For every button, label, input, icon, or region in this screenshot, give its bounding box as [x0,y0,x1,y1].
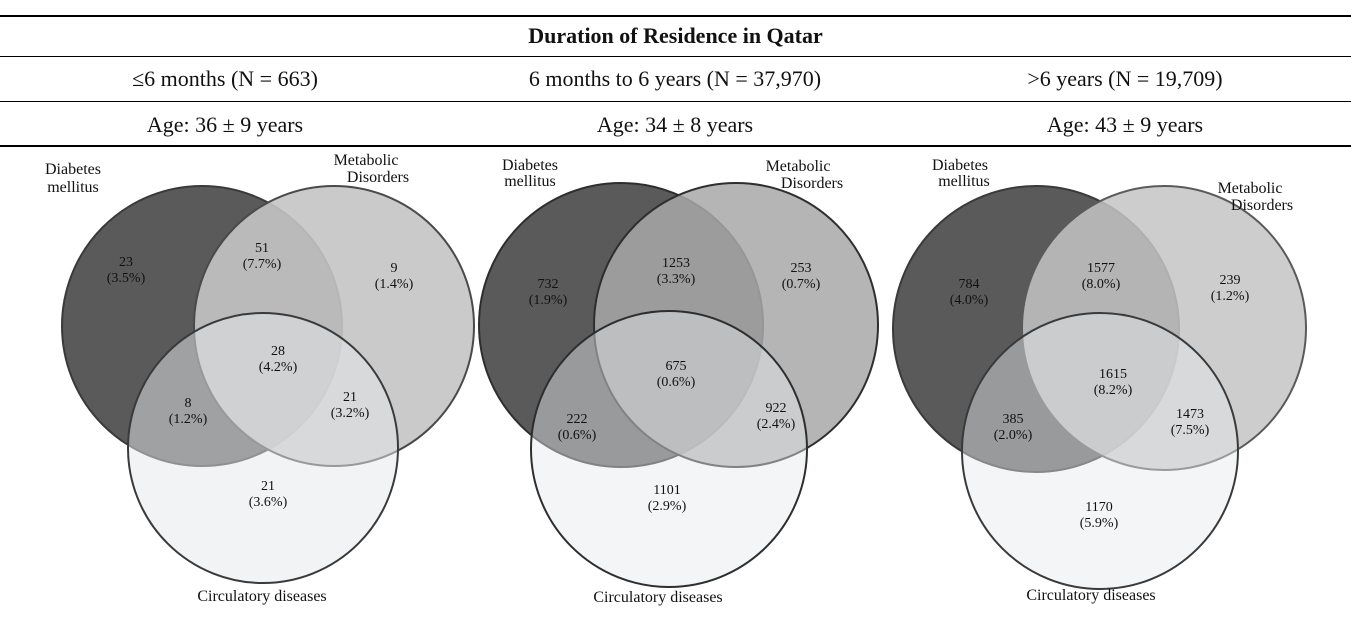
count-diabetes-only: 23 [119,255,133,270]
label-diabetes: Diabetes [45,161,101,178]
circle-circulatory [127,312,399,584]
top-rule [0,15,1351,17]
group-label-medium: 6 months to 6 years (N = 37,970) [528,66,822,91]
label-circulatory: Circulatory diseases [593,589,722,606]
pct-diabetes-circulatory: (2.0%) [994,428,1033,443]
age-rule [0,145,1351,147]
pct-circulatory-only: (3.6%) [249,495,288,510]
count-metabolic-circulatory: 21 [343,390,357,405]
count-metabolic-circulatory: 922 [766,401,787,416]
label-metabolic: Disorders [1231,197,1293,214]
circle-circulatory [530,310,808,588]
pct-all-three: (0.6%) [657,375,696,390]
pct-metabolic-only: (1.2%) [1211,289,1250,304]
pct-metabolic-circulatory: (3.2%) [331,406,370,421]
venn-short: Diabetes mellitus Metabolic Disorders Ci… [45,152,475,605]
count-diabetes-circulatory: 8 [185,396,192,411]
label-circulatory: Circulatory diseases [197,588,326,605]
count-circulatory-only: 1101 [653,483,680,498]
label-metabolic: Metabolic [1218,180,1283,197]
label-diabetes: Diabetes [502,157,558,174]
circle-circulatory [961,312,1239,590]
count-diabetes-circulatory: 385 [1003,412,1024,427]
pct-metabolic-only: (1.4%) [375,277,414,292]
pct-all-three: (8.2%) [1094,383,1133,398]
count-metabolic-only: 239 [1220,273,1241,288]
count-diabetes-metabolic: 1253 [662,256,690,271]
pct-all-three: (4.2%) [259,360,298,375]
group-rule [0,101,1351,102]
venn-long: Diabetes mellitus Metabolic Disorders Ci… [892,157,1307,604]
count-metabolic-only: 9 [391,261,398,276]
count-circulatory-only: 21 [261,479,275,494]
label-metabolic: Disorders [781,175,843,192]
label-diabetes: mellitus [938,173,990,190]
pct-circulatory-only: (5.9%) [1080,516,1119,531]
circle-metabolic [593,182,879,468]
count-diabetes-only: 732 [538,277,559,292]
age-medium: Age: 34 ± 8 years [596,112,754,137]
count-all-three: 28 [271,344,285,359]
venn-diagrams: Diabetes mellitus Metabolic Disorders Ci… [45,152,1307,606]
count-diabetes-only: 784 [959,277,980,292]
pct-diabetes-only: (3.5%) [107,271,146,286]
label-metabolic: Disorders [347,169,409,186]
label-diabetes: Diabetes [932,157,988,174]
pct-metabolic-circulatory: (7.5%) [1171,423,1210,438]
count-all-three: 1615 [1099,367,1127,382]
pct-diabetes-circulatory: (1.2%) [169,412,208,427]
group-label-short: ≤6 months (N = 663) [132,66,318,91]
count-all-three: 675 [666,359,687,374]
label-metabolic: Metabolic [334,152,399,169]
venn-medium: Diabetes mellitus Metabolic Disorders Ci… [478,157,879,606]
pct-diabetes-only: (1.9%) [529,293,568,308]
pct-diabetes-metabolic: (8.0%) [1082,277,1121,292]
label-diabetes: mellitus [504,173,556,190]
pct-circulatory-only: (2.9%) [648,499,687,514]
count-diabetes-metabolic: 51 [255,241,269,256]
age-short: Age: 36 ± 9 years [146,112,304,137]
age-long: Age: 43 ± 9 years [1046,112,1204,137]
pct-diabetes-metabolic: (3.3%) [657,272,696,287]
label-diabetes: mellitus [47,179,99,196]
pct-metabolic-only: (0.7%) [782,277,821,292]
table-title: Duration of Residence in Qatar [528,23,823,48]
title-rule [0,56,1351,57]
label-metabolic: Metabolic [766,158,831,175]
pct-diabetes-metabolic: (7.7%) [243,257,282,272]
group-label-long: >6 years (N = 19,709) [1027,66,1223,91]
count-metabolic-circulatory: 1473 [1176,407,1204,422]
count-diabetes-metabolic: 1577 [1087,261,1115,276]
label-circulatory: Circulatory diseases [1026,587,1155,604]
pct-diabetes-only: (4.0%) [950,293,989,308]
count-circulatory-only: 1170 [1085,500,1112,515]
pct-diabetes-circulatory: (0.6%) [558,428,597,443]
pct-metabolic-circulatory: (2.4%) [757,417,796,432]
count-metabolic-only: 253 [791,261,812,276]
count-diabetes-circulatory: 222 [567,412,588,427]
